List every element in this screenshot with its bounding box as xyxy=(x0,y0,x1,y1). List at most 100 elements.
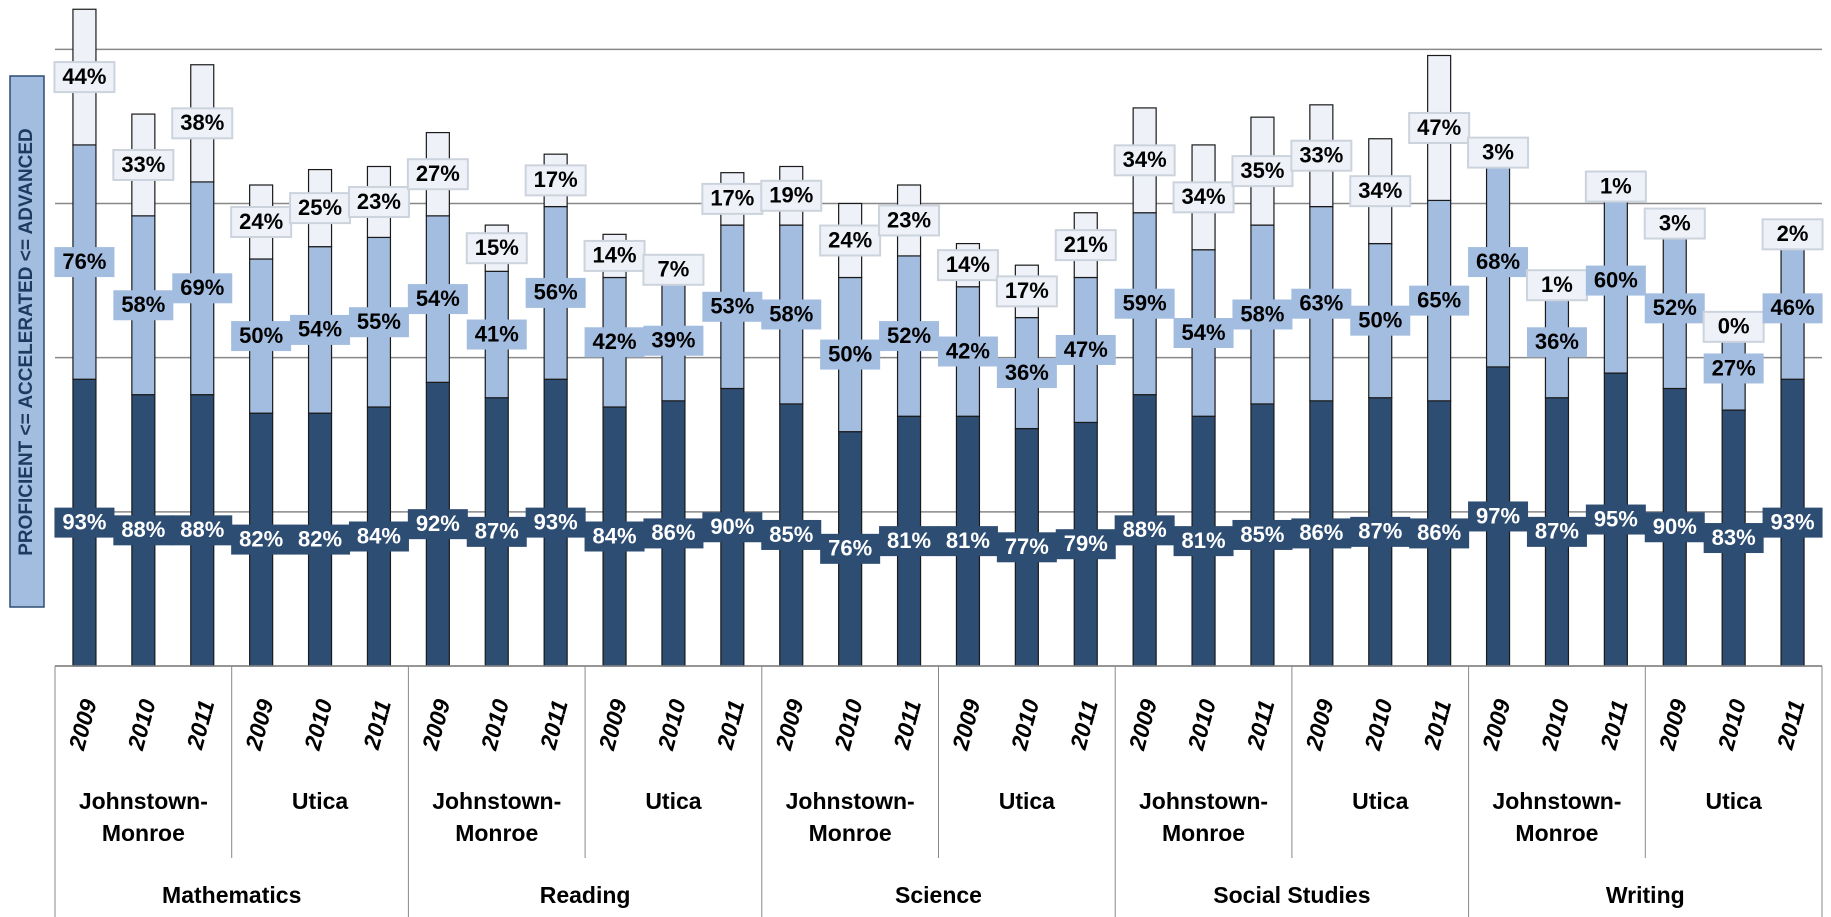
value-label: 65% xyxy=(1417,287,1461,312)
value-label: 15% xyxy=(475,235,519,260)
value-label-box xyxy=(996,532,1057,563)
value-label: 88% xyxy=(1123,517,1167,542)
x-tick-label: 2010 xyxy=(475,696,514,753)
value-label: 21% xyxy=(1064,232,1108,257)
x-tick-label: 2009 xyxy=(1300,696,1339,753)
value-label-box xyxy=(584,521,645,552)
value-label-box xyxy=(1468,501,1529,532)
x-tick-label: 2009 xyxy=(1653,696,1692,753)
value-label-box xyxy=(347,185,410,218)
value-label: 42% xyxy=(946,338,990,363)
value-label: 38% xyxy=(180,110,224,135)
value-label: 53% xyxy=(710,294,754,319)
value-label-box xyxy=(112,148,175,181)
value-label-box xyxy=(172,515,233,546)
value-label: 85% xyxy=(1240,522,1284,547)
value-label-box xyxy=(407,509,468,540)
value-label-box xyxy=(1055,334,1116,365)
value-label: 39% xyxy=(651,328,695,353)
value-label-box xyxy=(936,249,999,282)
value-label-box xyxy=(1468,247,1529,278)
value-label: 23% xyxy=(357,189,401,214)
school-label: Johnstown- Monroe xyxy=(79,788,208,846)
value-label: 17% xyxy=(710,186,754,211)
value-label-box xyxy=(879,321,940,352)
value-label-box xyxy=(1644,512,1705,543)
x-tick-label: 2010 xyxy=(1712,696,1751,753)
value-label: 14% xyxy=(593,243,637,268)
value-label: 79% xyxy=(1064,531,1108,556)
value-label-box xyxy=(937,526,998,557)
school-label: Johnstown- Monroe xyxy=(786,788,915,846)
value-label-box xyxy=(407,284,468,315)
value-label: 56% xyxy=(534,280,578,305)
school-label-line: Johnstown- xyxy=(1492,788,1621,814)
value-label-box xyxy=(1702,310,1765,343)
value-label: 14% xyxy=(946,252,990,277)
school-label-line: Monroe xyxy=(809,820,892,846)
school-label: Utica xyxy=(1706,788,1762,814)
value-label: 34% xyxy=(1358,178,1402,203)
value-label-box xyxy=(172,273,233,304)
value-label: 50% xyxy=(239,323,283,348)
value-label-box xyxy=(642,253,705,286)
x-tick-label: 2009 xyxy=(1123,696,1162,753)
value-label-box xyxy=(1173,318,1234,348)
x-tick-label: 2010 xyxy=(1536,696,1575,753)
x-tick-label: 2010 xyxy=(1006,696,1045,753)
value-label: 90% xyxy=(1653,514,1697,539)
school-label-line: Johnstown- xyxy=(1139,788,1268,814)
value-label-box xyxy=(1114,288,1175,319)
school-label: Johnstown- Monroe xyxy=(432,788,561,846)
value-label-box xyxy=(702,291,763,322)
value-label: 86% xyxy=(651,520,695,545)
value-label: 25% xyxy=(298,195,342,220)
value-label: 27% xyxy=(416,161,460,186)
value-label: 52% xyxy=(887,323,931,348)
value-label: 58% xyxy=(1240,301,1284,326)
school-label-line: Johnstown- xyxy=(786,788,915,814)
value-label: 85% xyxy=(769,522,813,547)
school-label-line: Monroe xyxy=(1515,820,1598,846)
value-label: 42% xyxy=(593,329,637,354)
value-label: 68% xyxy=(1476,249,1520,274)
value-label: 82% xyxy=(298,526,342,551)
value-label: 3% xyxy=(1482,139,1514,164)
value-label: 54% xyxy=(1182,320,1226,345)
x-tick-label: 2011 xyxy=(1241,697,1279,752)
x-tick-label: 2010 xyxy=(122,696,161,753)
value-label: 46% xyxy=(1771,295,1815,320)
value-label-box xyxy=(819,224,882,257)
value-label: 86% xyxy=(1299,520,1343,545)
x-tick-label: 2009 xyxy=(1477,696,1516,753)
value-label: 93% xyxy=(62,509,106,534)
value-label: 17% xyxy=(1005,278,1049,303)
x-tick-label: 2010 xyxy=(299,696,338,753)
value-label-box xyxy=(1643,207,1706,240)
value-label: 95% xyxy=(1594,506,1638,531)
value-label: 54% xyxy=(298,317,342,342)
value-label: 59% xyxy=(1123,291,1167,316)
value-label-box xyxy=(1408,111,1471,144)
value-label-box xyxy=(643,518,704,549)
value-label-box xyxy=(348,521,409,552)
value-label-box xyxy=(820,533,881,564)
value-label: 1% xyxy=(1600,173,1632,198)
value-label: 60% xyxy=(1594,267,1638,292)
value-label-box xyxy=(1055,529,1116,560)
y-label-box xyxy=(9,75,45,608)
value-label-box xyxy=(231,321,292,352)
value-label-box xyxy=(1232,519,1293,550)
value-label-box xyxy=(525,507,586,538)
value-label-box xyxy=(1703,353,1764,384)
value-label: 47% xyxy=(1064,337,1108,362)
value-label-box xyxy=(702,512,763,543)
value-label: 97% xyxy=(1476,503,1520,528)
school-label-line: Johnstown- xyxy=(432,788,561,814)
value-label-box xyxy=(1173,526,1234,557)
x-tick-label: 2009 xyxy=(240,696,279,753)
value-label: 63% xyxy=(1299,291,1343,316)
value-label: 27% xyxy=(1712,355,1756,380)
value-label-box xyxy=(761,519,822,550)
